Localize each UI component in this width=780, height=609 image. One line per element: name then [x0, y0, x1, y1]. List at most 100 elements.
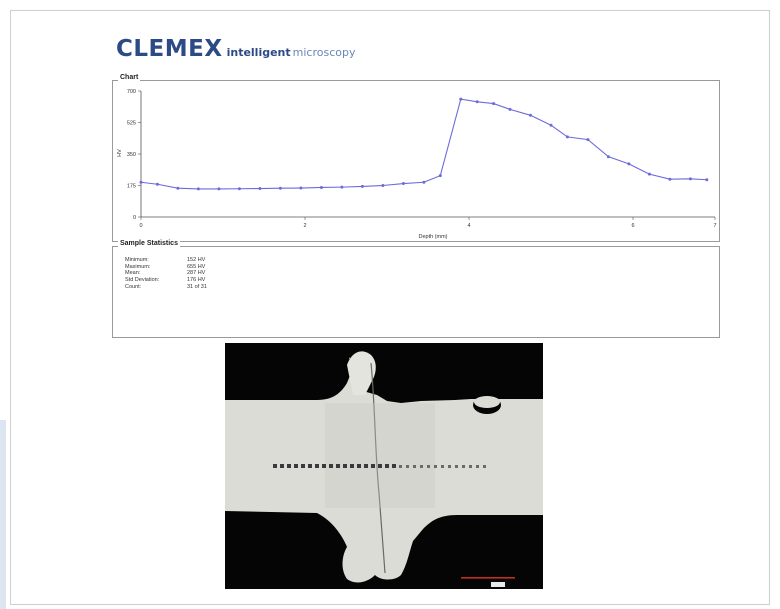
hardness-depth-chart: 0 2 4 6 7 0 175 350 525 700 Depth (mm) HV [117, 89, 717, 240]
indent-mark [392, 464, 396, 468]
y-tick-label: 350 [127, 152, 136, 158]
data-point [139, 180, 143, 184]
x-axis-label: Depth (mm) [418, 234, 447, 240]
chart-axes [140, 91, 715, 218]
y-axis-label: HV [117, 149, 123, 157]
indent-mark [350, 464, 354, 468]
hardness-indent-row [273, 464, 486, 468]
data-point [176, 186, 180, 190]
logo-brand-text: CLEMEX [116, 36, 223, 62]
scale-bar [461, 577, 515, 579]
indent-mark [434, 465, 437, 468]
y-tick-label: 525 [127, 121, 136, 127]
indent-mark [357, 464, 361, 468]
logo-tagline-bold: intelligent [226, 46, 291, 59]
indent-mark [427, 465, 430, 468]
indent-mark [273, 464, 277, 468]
data-point [508, 107, 512, 111]
stat-value: 176 HV [187, 277, 206, 284]
data-point [459, 97, 463, 101]
indent-mark [287, 464, 291, 468]
chart-ticks: 0 2 4 6 7 0 175 350 525 700 [127, 89, 717, 229]
data-point [217, 187, 221, 191]
data-point [319, 185, 323, 189]
data-point [606, 155, 610, 159]
data-point [565, 135, 569, 139]
indent-mark [448, 465, 451, 468]
lower-plate-shape [225, 493, 543, 583]
indent-mark [413, 465, 416, 468]
data-point [196, 187, 200, 191]
series-line [140, 98, 707, 190]
fusion-line [370, 362, 386, 574]
data-point [668, 177, 672, 181]
weld-crown-top [347, 351, 376, 395]
data-point [381, 184, 385, 187]
indent-mark [469, 465, 472, 468]
micrograph-drawing [225, 343, 543, 589]
indent-mark [371, 464, 375, 468]
indent-mark [294, 464, 298, 468]
indent-mark [399, 465, 402, 468]
stat-label: Minimum: [125, 257, 149, 263]
x-tick-label: 4 [467, 223, 470, 229]
stat-label: Std Deviation: [125, 277, 160, 284]
data-point [299, 186, 303, 190]
stat-row-count: Count: 31 of 31 [125, 284, 207, 291]
stat-label: Maximum: [125, 263, 151, 270]
stat-label: Mean: [125, 270, 141, 277]
x-tick-label: 0 [139, 223, 142, 229]
indent-mark [280, 464, 284, 468]
data-point [627, 162, 631, 166]
clemex-logo: CLEMEX intelligent microscopy [116, 36, 356, 62]
stat-value: 655 HV [187, 263, 206, 270]
data-point [492, 102, 496, 106]
data-point [401, 182, 405, 186]
data-point [529, 113, 532, 117]
data-point [549, 123, 553, 127]
data-point [438, 174, 442, 178]
stat-row-minimum: Minimum: 152 HV [125, 257, 207, 264]
sample-statistics-panel: Sample Statistics Minimum: 152 HV Maximu… [112, 240, 720, 338]
x-tick-label: 2 [303, 223, 306, 229]
indent-mark [315, 464, 319, 468]
data-point [422, 180, 426, 184]
data-point [340, 185, 344, 189]
indent-mark [441, 465, 444, 468]
y-tick-label: 700 [127, 89, 136, 95]
stat-row-mean: Mean: 287 HV [125, 270, 207, 277]
data-point [705, 178, 709, 182]
data-point [475, 100, 479, 104]
chart-series [139, 97, 709, 191]
stat-row-std-deviation: Std Deviation: 176 HV [125, 277, 207, 284]
upper-plate-shape [225, 357, 543, 493]
sample-statistics-legend: Sample Statistics [118, 240, 180, 247]
x-tick-label: 6 [631, 223, 634, 229]
data-point [258, 187, 262, 191]
statistics-table: Minimum: 152 HV Maximum: 655 HV Mean: 28… [125, 257, 207, 291]
stat-row-maximum: Maximum: 655 HV [125, 264, 207, 271]
stat-value: 31 of 31 [187, 283, 207, 290]
indent-mark [420, 465, 423, 468]
stat-value: 287 HV [187, 270, 206, 277]
indent-mark [378, 464, 382, 468]
logo-tagline-light: microscopy [292, 46, 356, 59]
y-tick-label: 0 [133, 215, 136, 221]
stat-value: 152 HV [187, 257, 206, 263]
upper-right-notch-fill [474, 396, 500, 408]
chart-panel: Chart 0 2 4 6 7 0 175 350 525 700 Depth (mm) HV [112, 74, 720, 242]
indent-mark [301, 464, 305, 468]
indent-mark [343, 464, 347, 468]
indent-mark [462, 465, 465, 468]
chart-panel-legend: Chart [118, 74, 141, 81]
weld-micrograph-image [225, 343, 543, 589]
scale-bar-label-box [491, 582, 505, 587]
data-point [360, 184, 364, 188]
y-tick-label: 175 [127, 184, 136, 190]
x-tick-label: 7 [713, 223, 716, 229]
page-side-stripe [0, 420, 6, 609]
data-point [647, 172, 651, 176]
indent-mark [308, 464, 312, 468]
data-point [278, 186, 282, 190]
data-point [155, 182, 159, 186]
